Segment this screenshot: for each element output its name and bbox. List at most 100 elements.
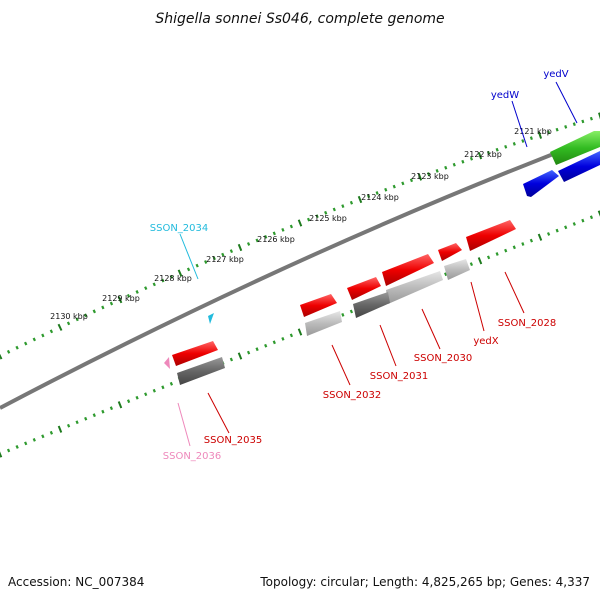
ruler-minor-tick bbox=[486, 255, 491, 260]
gene-feature-SSON_2035[interactable] bbox=[172, 341, 218, 366]
gene-feature-SSON_2030[interactable] bbox=[382, 254, 434, 286]
ruler-minor-tick bbox=[6, 448, 11, 453]
ruler-minor-tick bbox=[272, 340, 276, 345]
ruler-minor-tick bbox=[75, 317, 79, 322]
gene-label-SSON_2034: SSON_2034 bbox=[150, 223, 209, 234]
tick-label: 2123 kbp bbox=[411, 172, 449, 181]
ruler-minor-tick bbox=[212, 256, 216, 261]
ruler-minor-tick bbox=[281, 336, 285, 341]
tick-label: 2128 kbp bbox=[154, 274, 192, 283]
ruler-minor-tick bbox=[572, 222, 576, 226]
ruler-major-tick bbox=[597, 210, 600, 217]
ruler-minor-tick bbox=[135, 395, 139, 400]
ruler-minor-tick bbox=[246, 350, 251, 355]
gene-feature-SSON_2032[interactable] bbox=[300, 294, 337, 317]
ruler-minor-tick bbox=[272, 231, 276, 236]
leader-line-SSON_2034 bbox=[179, 233, 199, 280]
gene-feature-gray-yedX[interactable] bbox=[444, 259, 470, 280]
gene-label-yedW: yedW bbox=[491, 90, 519, 101]
tick-label: 2127 kbp bbox=[206, 255, 244, 264]
gene-feature-SSON_2031[interactable] bbox=[347, 277, 381, 300]
ruler-minor-tick bbox=[144, 286, 148, 291]
ruler-minor-tick bbox=[92, 413, 96, 418]
genome-backbone bbox=[0, 134, 600, 410]
gene-feature-yedW[interactable] bbox=[523, 170, 559, 197]
leader-line-SSON_2032 bbox=[331, 344, 351, 386]
ruler-minor-tick bbox=[101, 305, 105, 310]
gene-feature-dark-SSON_2035[interactable] bbox=[177, 357, 225, 385]
ruler-major-tick bbox=[357, 195, 363, 204]
ruler-minor-tick bbox=[221, 252, 225, 257]
ruler-major-tick bbox=[297, 219, 303, 227]
lower-ruler bbox=[0, 210, 600, 458]
ruler-minor-tick bbox=[461, 159, 465, 164]
ruler-minor-tick bbox=[75, 420, 79, 425]
ruler-minor-tick bbox=[564, 225, 568, 230]
ruler-minor-tick bbox=[264, 234, 268, 239]
gene-feature-dark-SSON_2031[interactable] bbox=[353, 292, 390, 318]
ruler-minor-tick bbox=[315, 214, 319, 219]
ruler-minor-tick bbox=[49, 430, 54, 435]
ruler-minor-tick bbox=[495, 252, 499, 256]
tick-label: 2129 kbp bbox=[102, 294, 140, 303]
ruler-minor-tick bbox=[392, 184, 396, 189]
ruler-minor-tick bbox=[289, 333, 294, 338]
ruler-minor-tick bbox=[109, 406, 114, 411]
ruler-minor-tick bbox=[529, 238, 534, 243]
gene-feature-SSON_2036[interactable] bbox=[164, 357, 170, 369]
ruler-minor-tick bbox=[169, 381, 174, 386]
ruler-major-tick bbox=[117, 401, 123, 409]
ruler-minor-tick bbox=[289, 224, 294, 229]
upper-ruler bbox=[0, 112, 600, 360]
ruler-minor-tick bbox=[229, 249, 234, 254]
ruler-minor-tick bbox=[384, 187, 388, 192]
ruler-minor-tick bbox=[84, 416, 88, 421]
ruler-minor-tick bbox=[546, 232, 551, 236]
ruler-minor-tick bbox=[572, 122, 576, 127]
gene-label-yedV: yedV bbox=[543, 69, 568, 80]
ruler-minor-tick bbox=[521, 139, 525, 143]
leader-line-SSON_2036 bbox=[177, 402, 191, 447]
ruler-minor-tick bbox=[49, 329, 54, 334]
gene-feature-yedX[interactable] bbox=[438, 243, 462, 261]
ruler-major-tick bbox=[417, 173, 423, 181]
ruler-minor-tick bbox=[101, 409, 105, 414]
ruler-major-tick bbox=[57, 425, 63, 433]
ruler-minor-tick bbox=[306, 217, 311, 222]
ruler-minor-tick bbox=[589, 215, 594, 220]
ruler-major-tick bbox=[177, 269, 183, 277]
gene-feature-gray-SSON_2032[interactable] bbox=[305, 311, 342, 336]
leader-line-SSON_2028 bbox=[504, 271, 525, 314]
ruler-minor-tick bbox=[504, 144, 508, 149]
tick-label: 2130 kbp bbox=[50, 312, 88, 321]
gene-feature-SSON_2028[interactable] bbox=[466, 220, 516, 251]
ruler-major-tick bbox=[237, 352, 243, 360]
ruler-minor-tick bbox=[161, 385, 165, 390]
ruler-minor-tick bbox=[186, 267, 191, 272]
gene-feature-yedV[interactable] bbox=[558, 151, 600, 182]
ruler-minor-tick bbox=[84, 313, 88, 318]
ruler-minor-tick bbox=[332, 207, 336, 212]
ruler-minor-tick bbox=[426, 172, 431, 176]
ruler-minor-tick bbox=[152, 282, 156, 287]
ruler-minor-tick bbox=[161, 278, 165, 283]
ruler-minor-tick bbox=[66, 321, 71, 326]
ruler-minor-tick bbox=[246, 242, 251, 246]
ruler-minor-tick bbox=[24, 341, 28, 346]
ruler-minor-tick bbox=[529, 136, 533, 141]
ruler-minor-tick bbox=[555, 127, 559, 132]
ruler-minor-tick bbox=[126, 293, 131, 298]
ruler-minor-tick bbox=[581, 218, 585, 223]
gene-feature-green[interactable] bbox=[550, 131, 600, 165]
leader-line-yedV bbox=[555, 81, 578, 124]
ruler-major-tick bbox=[537, 131, 543, 139]
ruler-minor-tick bbox=[264, 343, 268, 348]
ruler-major-tick bbox=[537, 233, 543, 241]
gene-feature-gray-SSON_2030[interactable] bbox=[386, 271, 443, 304]
ruler-minor-tick bbox=[444, 165, 448, 170]
ruler-minor-tick bbox=[366, 194, 371, 199]
ruler-major-tick bbox=[0, 353, 3, 360]
ruler-minor-tick bbox=[144, 392, 148, 397]
leader-line-SSON_2031 bbox=[379, 324, 397, 367]
gene-feature-SSON_2034[interactable] bbox=[208, 313, 214, 324]
